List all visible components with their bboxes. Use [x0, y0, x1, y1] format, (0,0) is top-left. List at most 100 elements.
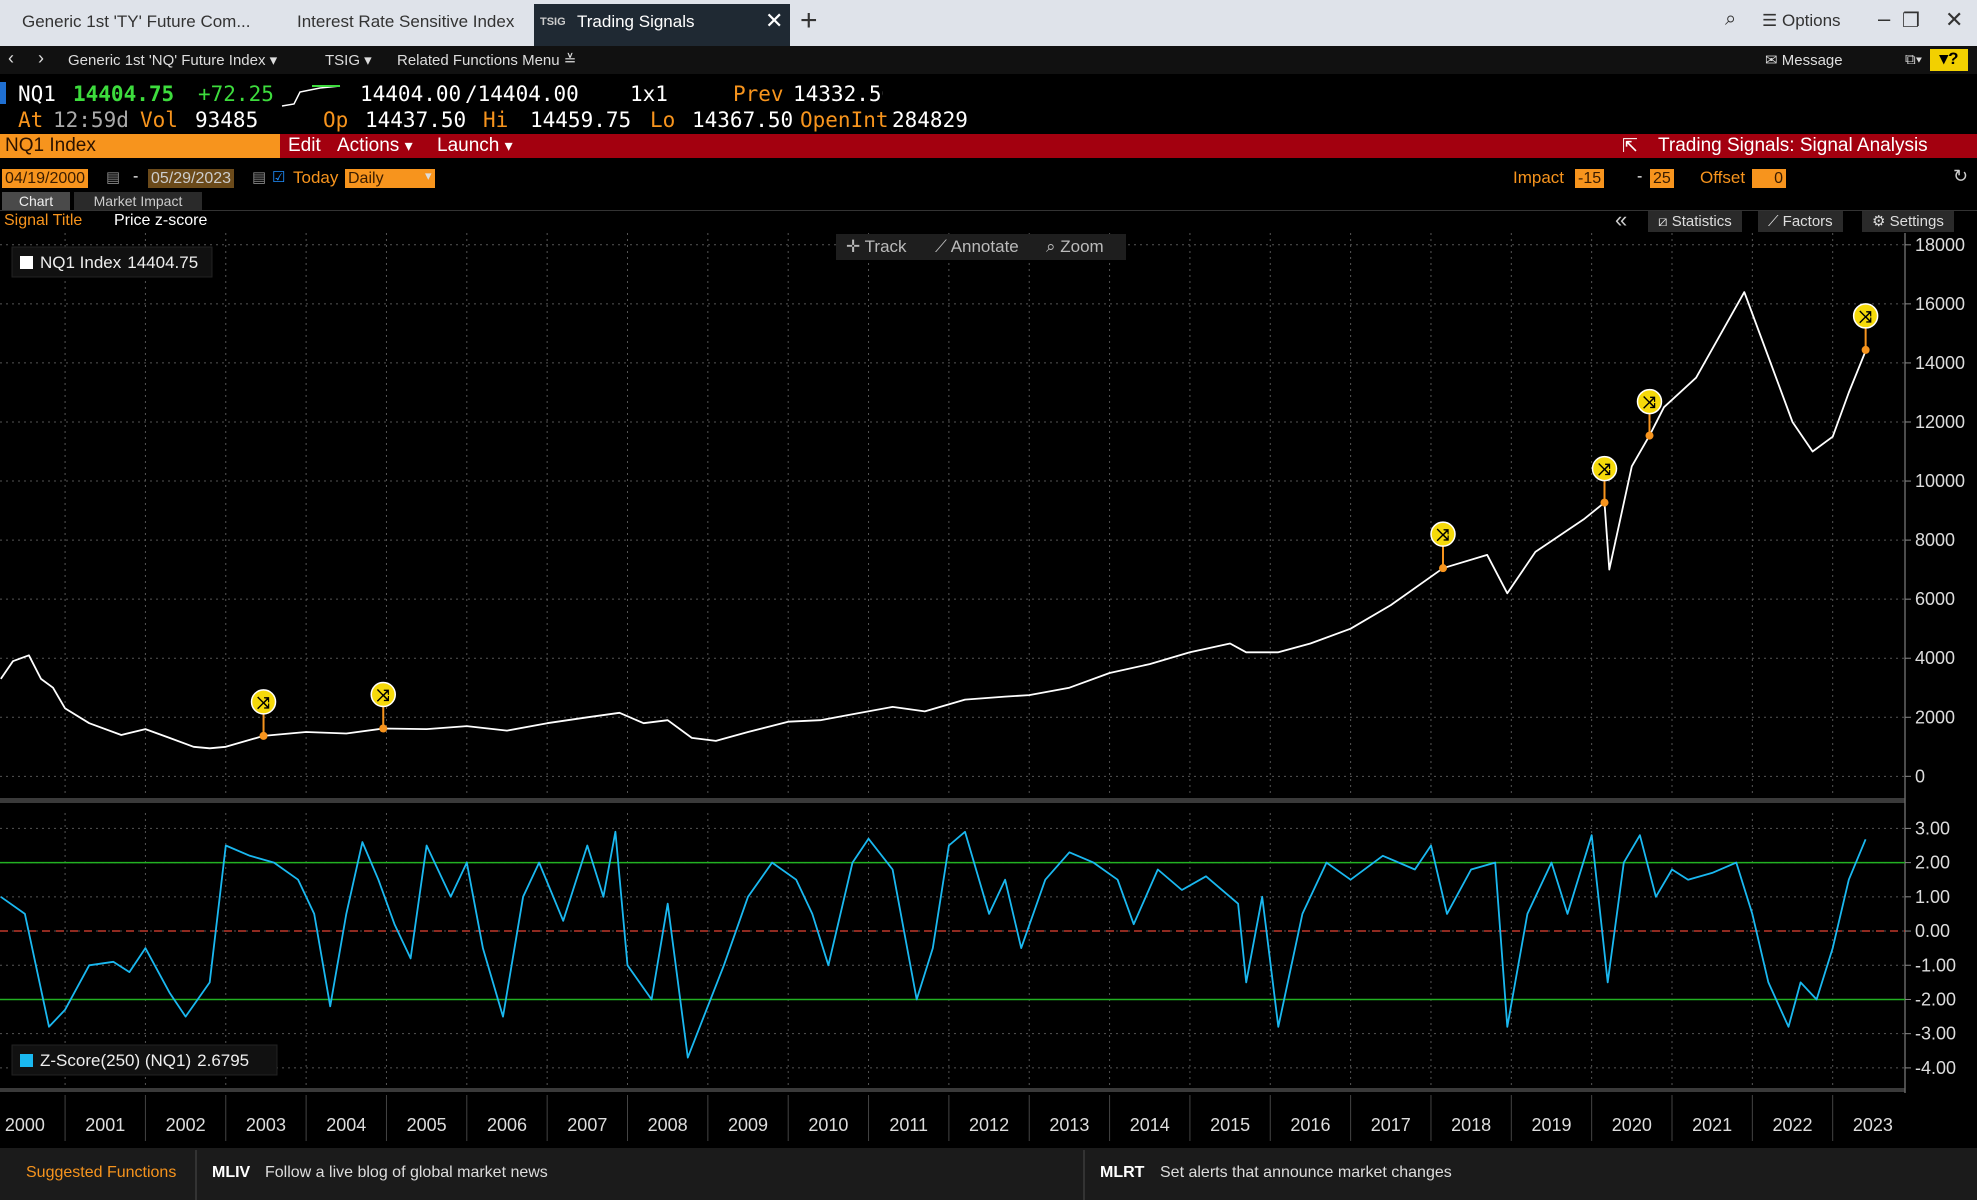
- settings-button[interactable]: ⚙ Settings: [1862, 211, 1954, 232]
- signal-value: Price z-score: [114, 212, 208, 229]
- back[interactable]: ‹: [8, 48, 14, 68]
- y-tick-label: -3.00: [1915, 1024, 1956, 1044]
- function-desc[interactable]: Set alerts that announce market changes: [1160, 1164, 1452, 1181]
- button-label: Settings: [1889, 213, 1944, 230]
- period-arrow[interactable]: ▾: [425, 168, 432, 183]
- bid: 14404.00: [360, 82, 462, 106]
- security-name: Generic 1st 'NQ' Future Index: [68, 52, 266, 69]
- options-menu[interactable]: ☰ Options: [1762, 11, 1841, 30]
- x-tick-label: 2002: [166, 1115, 206, 1135]
- popout-icon[interactable]: ⇱: [1622, 136, 1638, 157]
- close-window[interactable]: ✕: [1945, 7, 1964, 32]
- screen-icon[interactable]: ⧉▾: [1905, 51, 1923, 68]
- time-label: At: [18, 108, 44, 132]
- collapse[interactable]: «: [1615, 207, 1628, 232]
- data-line: [0, 830, 1867, 1059]
- offset-label: Offset: [1700, 168, 1746, 187]
- launch-menu[interactable]: Launch ▾: [437, 135, 513, 156]
- tab[interactable]: Trading Signals: [577, 12, 695, 31]
- impact-from[interactable]: -15: [1575, 169, 1605, 188]
- low: 14367.50: [692, 108, 794, 132]
- x-tick-label: 2008: [648, 1115, 688, 1135]
- search-icon[interactable]: ⌕: [1725, 8, 1737, 30]
- security-menu[interactable]: Generic 1st 'NQ' Future Index ▾: [68, 52, 278, 69]
- button-label: Factors: [1782, 213, 1833, 230]
- chart-toolbar: [836, 234, 1126, 260]
- statistics-button[interactable]: ⧄ Statistics: [1648, 211, 1742, 232]
- function-title: Trading Signals: Signal Analysis: [1658, 135, 1928, 156]
- today-checkbox[interactable]: ☑: [272, 169, 286, 186]
- y-tick-label: 1.00: [1915, 887, 1950, 907]
- x-tick-label: 2013: [1049, 1115, 1089, 1135]
- minimize[interactable]: –: [1878, 6, 1891, 31]
- divider: [0, 210, 1977, 211]
- track-tool[interactable]: ✛ Track: [846, 237, 907, 256]
- x-tick-label: 2014: [1130, 1115, 1170, 1135]
- x-tick-label: 2015: [1210, 1115, 1250, 1135]
- y-tick-label: 3.00: [1915, 818, 1950, 838]
- message-button[interactable]: ✉ Message: [1765, 52, 1843, 69]
- chart: 0 2000 4000 6000 8000 10000 12000 14000 16000 180…: [0, 233, 1965, 1141]
- message-label: Message: [1781, 52, 1843, 69]
- x-tick-label: 2011: [889, 1115, 928, 1135]
- signal-point: [379, 724, 388, 733]
- related-menu[interactable]: Related Functions Menu ≚: [397, 52, 577, 69]
- x-tick-label: 2022: [1772, 1115, 1812, 1135]
- legend-entry: Z-Score(250) (NQ1) 2.6795: [40, 1051, 249, 1070]
- start-date[interactable]: 04/19/2000: [2, 169, 89, 188]
- help-button[interactable]: ▾?: [1930, 49, 1968, 71]
- restore[interactable]: ❐: [1902, 10, 1920, 32]
- calendar-icon[interactable]: ▤: [106, 169, 121, 186]
- security-input[interactable]: [0, 134, 280, 158]
- y-tick-label: 14000: [1915, 353, 1965, 373]
- new-tab[interactable]: +: [800, 4, 818, 37]
- x-tick-label: 2003: [246, 1115, 286, 1135]
- signal-icon: ⤨: [1437, 527, 1450, 544]
- function-desc[interactable]: Follow a live blog of global market news: [265, 1164, 548, 1181]
- signal-badge: [1636, 388, 1663, 415]
- y-tick-label: -1.00: [1915, 955, 1956, 975]
- divider: [195, 1150, 197, 1200]
- calendar-icon[interactable]: ▤: [252, 169, 267, 186]
- sub-tab[interactable]: Chart: [2, 192, 70, 210]
- legend-value: 2.6795: [197, 1051, 249, 1070]
- edit-menu[interactable]: Edit: [288, 135, 321, 156]
- legend-name: NQ1 Index: [40, 253, 122, 272]
- zoom-tool[interactable]: ⌕ Zoom: [1046, 237, 1104, 256]
- tab[interactable]: Generic 1st 'TY' Future Com...: [22, 12, 251, 31]
- data-line: [0, 291, 1867, 750]
- function-menu[interactable]: TSIG ▾: [325, 52, 372, 69]
- signal-point: [259, 731, 268, 740]
- prev-close: 14332.50: [793, 82, 883, 106]
- tool-label: Annotate: [950, 237, 1019, 256]
- y-tick-label: 12000: [1915, 412, 1965, 432]
- offset-input[interactable]: 0: [1752, 169, 1786, 188]
- y-tick-label: 18000: [1915, 235, 1965, 255]
- period-select[interactable]: Daily: [345, 169, 435, 188]
- x-tick-label: 2016: [1290, 1115, 1330, 1135]
- x-tick-label: 2023: [1853, 1115, 1893, 1135]
- sub-tab[interactable]: Market Impact: [74, 192, 202, 210]
- impact-to[interactable]: 25: [1650, 169, 1674, 188]
- x-tick-label: 2001: [85, 1115, 125, 1135]
- divider: [1083, 1150, 1085, 1200]
- factors-button[interactable]: ⟋ Factors: [1758, 211, 1843, 232]
- quote-marker: [0, 82, 6, 104]
- y-tick-label: 10000: [1915, 471, 1965, 491]
- signal-icon: ⤨: [257, 695, 270, 712]
- function-code[interactable]: MLIV: [212, 1164, 251, 1181]
- forward[interactable]: ›: [38, 48, 44, 68]
- x-tick-label: 2000: [5, 1115, 45, 1135]
- y-tick-label: 0: [1915, 766, 1925, 786]
- signal-badge: [1852, 303, 1879, 329]
- actions-menu[interactable]: Actions ▾: [337, 135, 413, 156]
- legend-box: [11, 1044, 278, 1076]
- oi-label: OpenInt: [800, 108, 889, 132]
- refresh[interactable]: ↻: [1953, 166, 1969, 186]
- annotate-tool[interactable]: ⟋ Annotate: [935, 237, 1019, 256]
- tab[interactable]: Interest Rate Sensitive Index: [297, 12, 515, 31]
- end-date[interactable]: 05/29/2023: [148, 169, 235, 188]
- active-tab[interactable]: [534, 4, 790, 46]
- close-tab[interactable]: ✕: [765, 8, 784, 33]
- function-code[interactable]: MLRT: [1100, 1164, 1145, 1181]
